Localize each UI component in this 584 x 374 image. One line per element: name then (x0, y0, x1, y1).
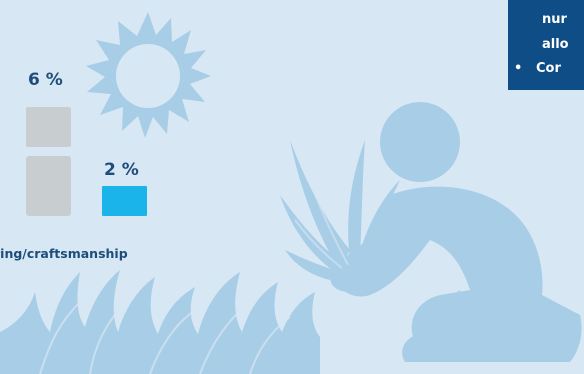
percent-label-2: 2 % (104, 160, 139, 180)
bar-grey-segment-top (26, 107, 71, 147)
info-box-line-3: Cor (536, 61, 561, 76)
sun-icon (86, 12, 211, 138)
bar-grey-segment-main (26, 156, 71, 216)
info-box: nur allo • Cor (508, 0, 584, 90)
grass-icon (0, 270, 320, 374)
info-box-bullet: • (514, 61, 523, 76)
person-kneeling-with-plant-icon (280, 102, 582, 362)
category-label: ring/craftsmanship (0, 246, 128, 261)
percent-label-6: 6 % (28, 70, 63, 90)
info-box-line-1: nur (542, 12, 567, 27)
info-box-line-2: allo (542, 37, 569, 52)
bar-blue (102, 186, 147, 216)
